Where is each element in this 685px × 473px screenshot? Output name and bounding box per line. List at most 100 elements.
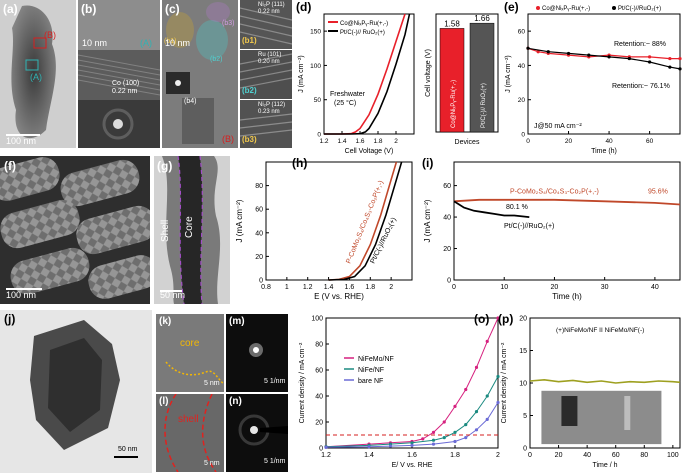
data-point <box>367 445 371 449</box>
y-tick-label: 40 <box>518 63 526 70</box>
x-tick-label: 20 <box>555 452 563 459</box>
x-tick-label: 1.6 <box>407 452 417 459</box>
y-tick-label: 60 <box>443 183 451 190</box>
data-point <box>587 53 591 57</box>
x-tick-label: 0 <box>452 284 456 291</box>
scale-bar <box>160 290 182 292</box>
y-tick-label: 0 <box>317 132 321 139</box>
core-label: Core <box>184 216 195 238</box>
series-line <box>325 402 499 448</box>
hrtem-l <box>156 394 224 472</box>
y-tick-label: 100 <box>311 316 323 323</box>
annotation: (25 °C) <box>334 99 356 107</box>
x-tick-label: 40 <box>605 138 613 145</box>
x-tick-label: 1.6 <box>355 138 364 145</box>
panel-label: (b) <box>81 2 97 16</box>
y-axis-label: Current density / mA cm⁻² <box>501 342 508 423</box>
y-axis-label: Current density / mA cm⁻² <box>299 342 306 423</box>
x-tick-label: 1.4 <box>364 452 374 459</box>
chart-d-bar: 1.58 Co@NiₓPᵧ-Ru(+,-) 1.66 Pt/C(-)// RuO₂(+… <box>425 13 499 146</box>
y-axis-label: J (mA cm⁻²) <box>505 55 512 93</box>
zone-b3: (b3) <box>222 20 235 27</box>
data-point <box>442 420 446 424</box>
panel-c-hrtem: (c) (b1) (b2) (b3) (b4) 10 nm (B) <box>162 0 238 148</box>
retention-label: Retention:~ 88% <box>614 41 666 48</box>
tem-j-image <box>0 310 152 473</box>
y-tick-label: 60 <box>518 29 526 36</box>
scale-bar <box>6 288 42 290</box>
series-line <box>453 200 530 218</box>
end-value-label: 80.1 % <box>506 204 528 211</box>
plot-frame <box>435 13 499 133</box>
panel-label: (d) <box>296 0 311 14</box>
x-tick-label: 2 <box>389 284 393 291</box>
electrode <box>624 396 631 430</box>
data-point <box>431 442 436 446</box>
fringe-b2 <box>240 53 292 89</box>
tem-g-image <box>154 156 230 304</box>
x-tick-label: 1.8 <box>365 284 375 291</box>
y-tick-label: 60 <box>315 368 323 375</box>
panel-label: (i) <box>422 156 433 170</box>
panel-g-tem: (g) Shell Core 50 nm <box>154 156 230 304</box>
y-tick-label: 10 <box>519 381 527 388</box>
panel-label: (b3) <box>242 135 257 144</box>
data-point <box>648 60 652 64</box>
data-point <box>496 374 500 379</box>
bar <box>469 22 495 133</box>
data-point <box>324 445 328 449</box>
chart-e: 0 20 40 60 0 20 40 60 Time (h) J (mA cm⁻²) (e) Co@N… <box>504 0 682 155</box>
x-tick-label: 1.2 <box>303 284 313 291</box>
x-axis-label: E (V vs. RHE) <box>314 292 364 301</box>
data-point <box>453 430 457 434</box>
shell-label: Shell <box>160 219 171 242</box>
x-tick-label: 20 <box>551 284 559 291</box>
region-marker: (A) <box>140 38 152 48</box>
data-point <box>388 444 393 448</box>
condition-note: J@50 mA cm⁻² <box>534 123 582 130</box>
data-point <box>485 417 489 421</box>
panel-label: (a) <box>3 2 18 16</box>
sem-f-image <box>0 156 150 304</box>
scale-text: 5 1/nm <box>264 458 286 465</box>
data-point <box>410 441 414 445</box>
tem-a-image <box>0 0 76 148</box>
scale-text: 10 nm <box>165 38 191 48</box>
y-tick-label: 20 <box>519 316 527 323</box>
data-point <box>464 387 468 392</box>
x-axis-label: Cell Voltage (V) <box>345 148 394 155</box>
y-tick-label: 40 <box>315 394 323 401</box>
y-tick-label: 60 <box>255 207 263 214</box>
marker-a: (A) <box>30 72 42 82</box>
x-tick-label: 2 <box>394 138 398 145</box>
hrtem-b-image <box>78 0 160 148</box>
x-tick-label: 1 <box>285 284 289 291</box>
x-tick-label: 2 <box>496 452 500 459</box>
panel-m: (m) 5 1/nm <box>226 314 288 392</box>
retention-label: Retention:~ 76.1% <box>612 83 670 90</box>
panel-label: (j) <box>4 312 16 326</box>
core-text: core <box>180 338 200 349</box>
legend-label: bare NF <box>358 378 383 385</box>
data-point <box>496 316 500 320</box>
plot-frame <box>453 161 681 281</box>
legend-label: Co@NiₓPᵧ-Ru(+,-) <box>542 6 590 12</box>
phase: Ni₂P (112) <box>258 102 286 108</box>
data-point <box>496 400 500 405</box>
photo-inset <box>541 390 662 445</box>
y-tick-label: 20 <box>255 254 263 261</box>
panel-label: (c) <box>165 2 180 16</box>
panel-j-tem: (j) 50 nm <box>0 310 152 473</box>
chart-p: 0 20 40 60 80 100 0 5 10 15 20 Time / h Current dens… <box>498 312 681 469</box>
data-point <box>485 394 489 398</box>
y-axis-label: J (mA cm⁻²) <box>235 199 244 242</box>
data-point <box>566 51 571 56</box>
y-tick-label: 0 <box>319 446 323 453</box>
data-point <box>410 443 414 447</box>
series-line <box>325 376 499 448</box>
data-point <box>453 439 457 444</box>
y-tick-label: 15 <box>519 348 527 355</box>
panel-f-sem: (f) 100 nm <box>0 156 150 304</box>
x-axis-label: Time (h) <box>552 292 582 301</box>
series-label: Pt/C(-)//RuO₂(+) <box>504 223 554 230</box>
